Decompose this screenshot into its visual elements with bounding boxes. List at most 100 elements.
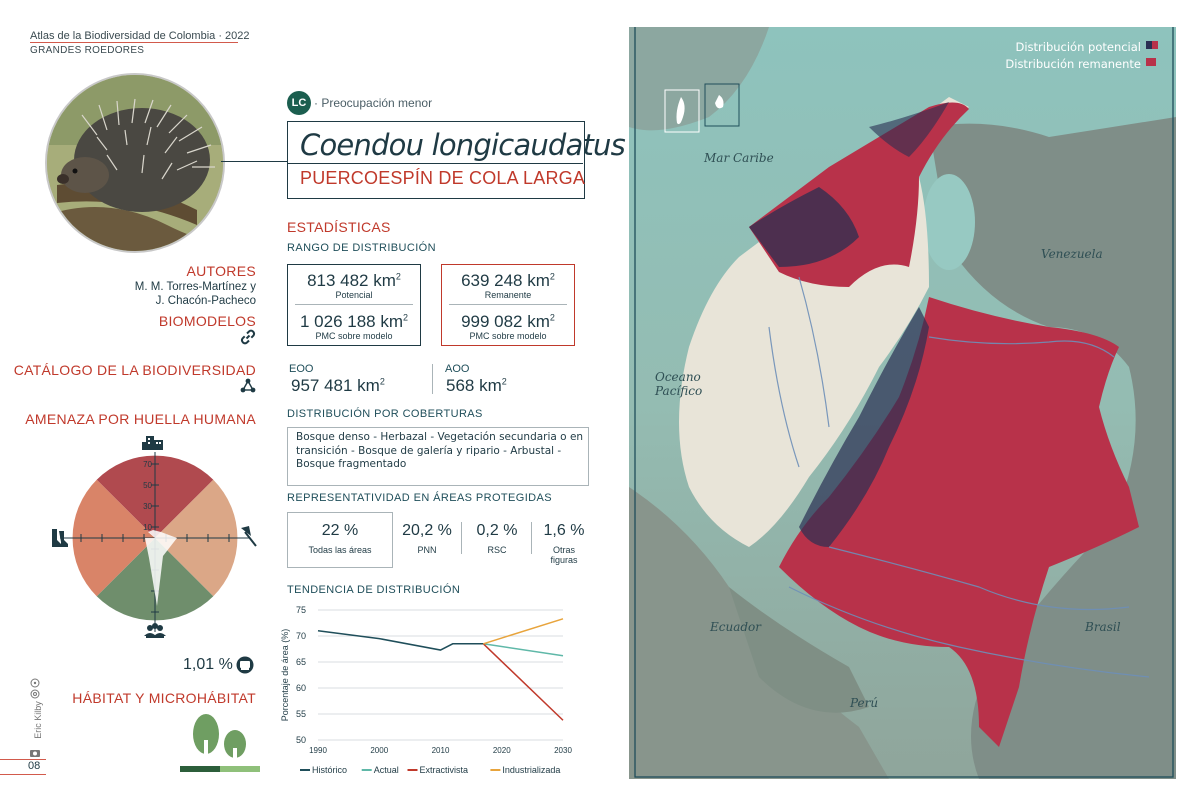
x-tick-label: 2010: [432, 746, 450, 755]
protected-divider: [461, 522, 462, 554]
atlas-title: Atlas de la Biodiversidad de Colombia · …: [30, 30, 250, 42]
amenaza-heading: AMENAZA POR HUELLA HUMANA: [25, 411, 256, 427]
catalogo-link[interactable]: CATÁLOGO DE LA BIODIVERSIDAD: [13, 362, 256, 378]
pmc-model2-label: PMC sobre modelo: [469, 331, 547, 341]
common-name: PUERCOESPÍN DE COLA LARGA: [300, 168, 586, 188]
aoo-value: 568 km2: [446, 376, 507, 395]
eoo-value: 957 481 km2: [291, 376, 385, 395]
authors-line-1: M. M. Torres-Martínez y: [134, 281, 256, 293]
protected-total-value: 22 %: [321, 522, 359, 539]
protected-pnn-value: 20,2 %: [402, 522, 452, 539]
y-tick-label: 55: [296, 709, 306, 719]
species-photo: [45, 73, 225, 253]
legend-label: Extractivista: [420, 765, 469, 775]
trend-heading: TENDENCIA DE DISTRIBUCIÓN: [287, 584, 461, 596]
page-number: 08: [28, 760, 41, 772]
protected-other-value: 1,6 %: [543, 522, 585, 539]
pmc-model-value: 1 026 188 km2: [299, 312, 409, 331]
header-divider: [30, 42, 238, 43]
biomodelos-link[interactable]: BIOMODELOS: [158, 313, 256, 329]
camera-icon: [30, 744, 40, 762]
legend-label: Histórico: [312, 765, 347, 775]
y-tick-label: 75: [296, 605, 306, 615]
radial-tick-30: 30: [143, 502, 152, 511]
distribution-map: Distribución potencial Distribución rema…: [629, 22, 1176, 779]
protected-heading: REPRESENTATIVIDAD EN ÁREAS PROTEGIDAS: [287, 492, 552, 504]
series-line-histórico: [317, 630, 484, 651]
pmc-model2-value: 999 082 km2: [461, 312, 555, 331]
link-icon[interactable]: [240, 329, 256, 350]
label-mar-caribe: Mar Caribe: [704, 151, 774, 165]
scientific-name: Coendou longicaudatus: [300, 128, 626, 162]
protected-other-label: Otras: [552, 545, 575, 555]
y-axis-label: Porcentaje de área (%): [280, 629, 290, 722]
radial-tick-70: 70: [143, 460, 152, 469]
protected-total-box: [287, 512, 393, 568]
trend-line-chart: 50 55 60 65 70 75 1990 2000 2010 2020 2030 Porcenta…: [278, 600, 578, 785]
habitat-heading: HÁBITAT Y MICROHÁBITAT: [72, 690, 256, 706]
protected-other-label-2: figuras: [550, 555, 578, 565]
footprint-radial-chart: 70 50 30 10: [50, 432, 270, 649]
footprint-icon: [236, 656, 254, 679]
coverage-box: [287, 427, 589, 486]
range-heading: RANGO DE DISTRIBUCIÓN: [287, 242, 436, 254]
cc-icon: [30, 678, 40, 711]
protected-pnn-label: PNN: [417, 545, 437, 555]
species-name-box: [287, 121, 585, 199]
series-line-actual: [483, 643, 564, 657]
label-brasil: Brasil: [1085, 620, 1121, 634]
label-peru: Perú: [850, 696, 879, 710]
authors-line-2: J. Chacón-Pacheco: [155, 295, 256, 307]
network-icon[interactable]: [240, 378, 256, 399]
coverage-heading: DISTRIBUCIÓN POR COBERTURAS: [287, 408, 483, 420]
x-tick-label: 1990: [309, 746, 327, 755]
stats-heading: ESTADÍSTICAS: [287, 219, 391, 235]
forest-icon: [180, 710, 260, 779]
legend-label: Actual: [374, 765, 399, 775]
radial-tick-10: 10: [143, 523, 152, 532]
pmc-model-label: PMC sobre modelo: [315, 331, 393, 341]
legend-potencial: Distribución potencial: [1015, 40, 1141, 54]
potential-stats-box: [287, 264, 421, 346]
remanente-label: Remanente: [484, 290, 532, 300]
protected-rsc-label: RSC: [487, 545, 507, 555]
x-tick-label: 2000: [370, 746, 388, 755]
label-pacifico: Pacífico: [655, 384, 703, 398]
potencial-label: Potencial: [335, 290, 373, 300]
remanente-value: 639 248 km2: [461, 271, 555, 290]
authors-heading: AUTORES: [186, 263, 256, 279]
radial-tick-50: 50: [143, 481, 152, 490]
coverage-text: Bosque denso - Herbazal - Vegetación sec…: [296, 431, 584, 470]
eoo-label: EOO: [289, 363, 314, 375]
building-icon: [142, 436, 163, 450]
eoo-aoo-divider: [432, 364, 433, 394]
series-line-industrializada: [483, 618, 564, 645]
stat-divider: [295, 304, 413, 305]
title-connector-line: [221, 161, 287, 162]
people-icon: [144, 623, 166, 638]
aoo-label: AOO: [445, 363, 470, 375]
y-tick-label: 70: [296, 631, 306, 641]
y-tick-label: 60: [296, 683, 306, 693]
legend-label: Industrializada: [502, 765, 560, 775]
protected-total-label: Todas las áreas: [308, 545, 372, 555]
page-number-box: [0, 759, 46, 775]
name-divider: [288, 163, 583, 164]
remnant-stats-box: [441, 264, 575, 346]
series-line-extractivista: [482, 643, 564, 721]
label-ecuador: Ecuador: [710, 620, 762, 634]
footprint-value: 1,01 %: [183, 656, 233, 673]
boots-icon: [52, 529, 68, 547]
potencial-value: 813 482 km2: [307, 271, 401, 290]
conservation-status-label: · Preocupación menor: [314, 96, 433, 110]
y-tick-label: 65: [296, 657, 306, 667]
protected-rsc-value: 0,2 %: [476, 522, 518, 539]
stat-divider: [449, 304, 567, 305]
section-subtitle: GRANDES ROEDORES: [30, 45, 145, 56]
axe-icon: [241, 526, 257, 547]
x-tick-label: 2020: [493, 746, 511, 755]
y-tick-label: 50: [296, 735, 306, 745]
x-tick-label: 2030: [554, 746, 572, 755]
label-venezuela: Venezuela: [1041, 247, 1103, 261]
protected-divider: [531, 522, 532, 554]
